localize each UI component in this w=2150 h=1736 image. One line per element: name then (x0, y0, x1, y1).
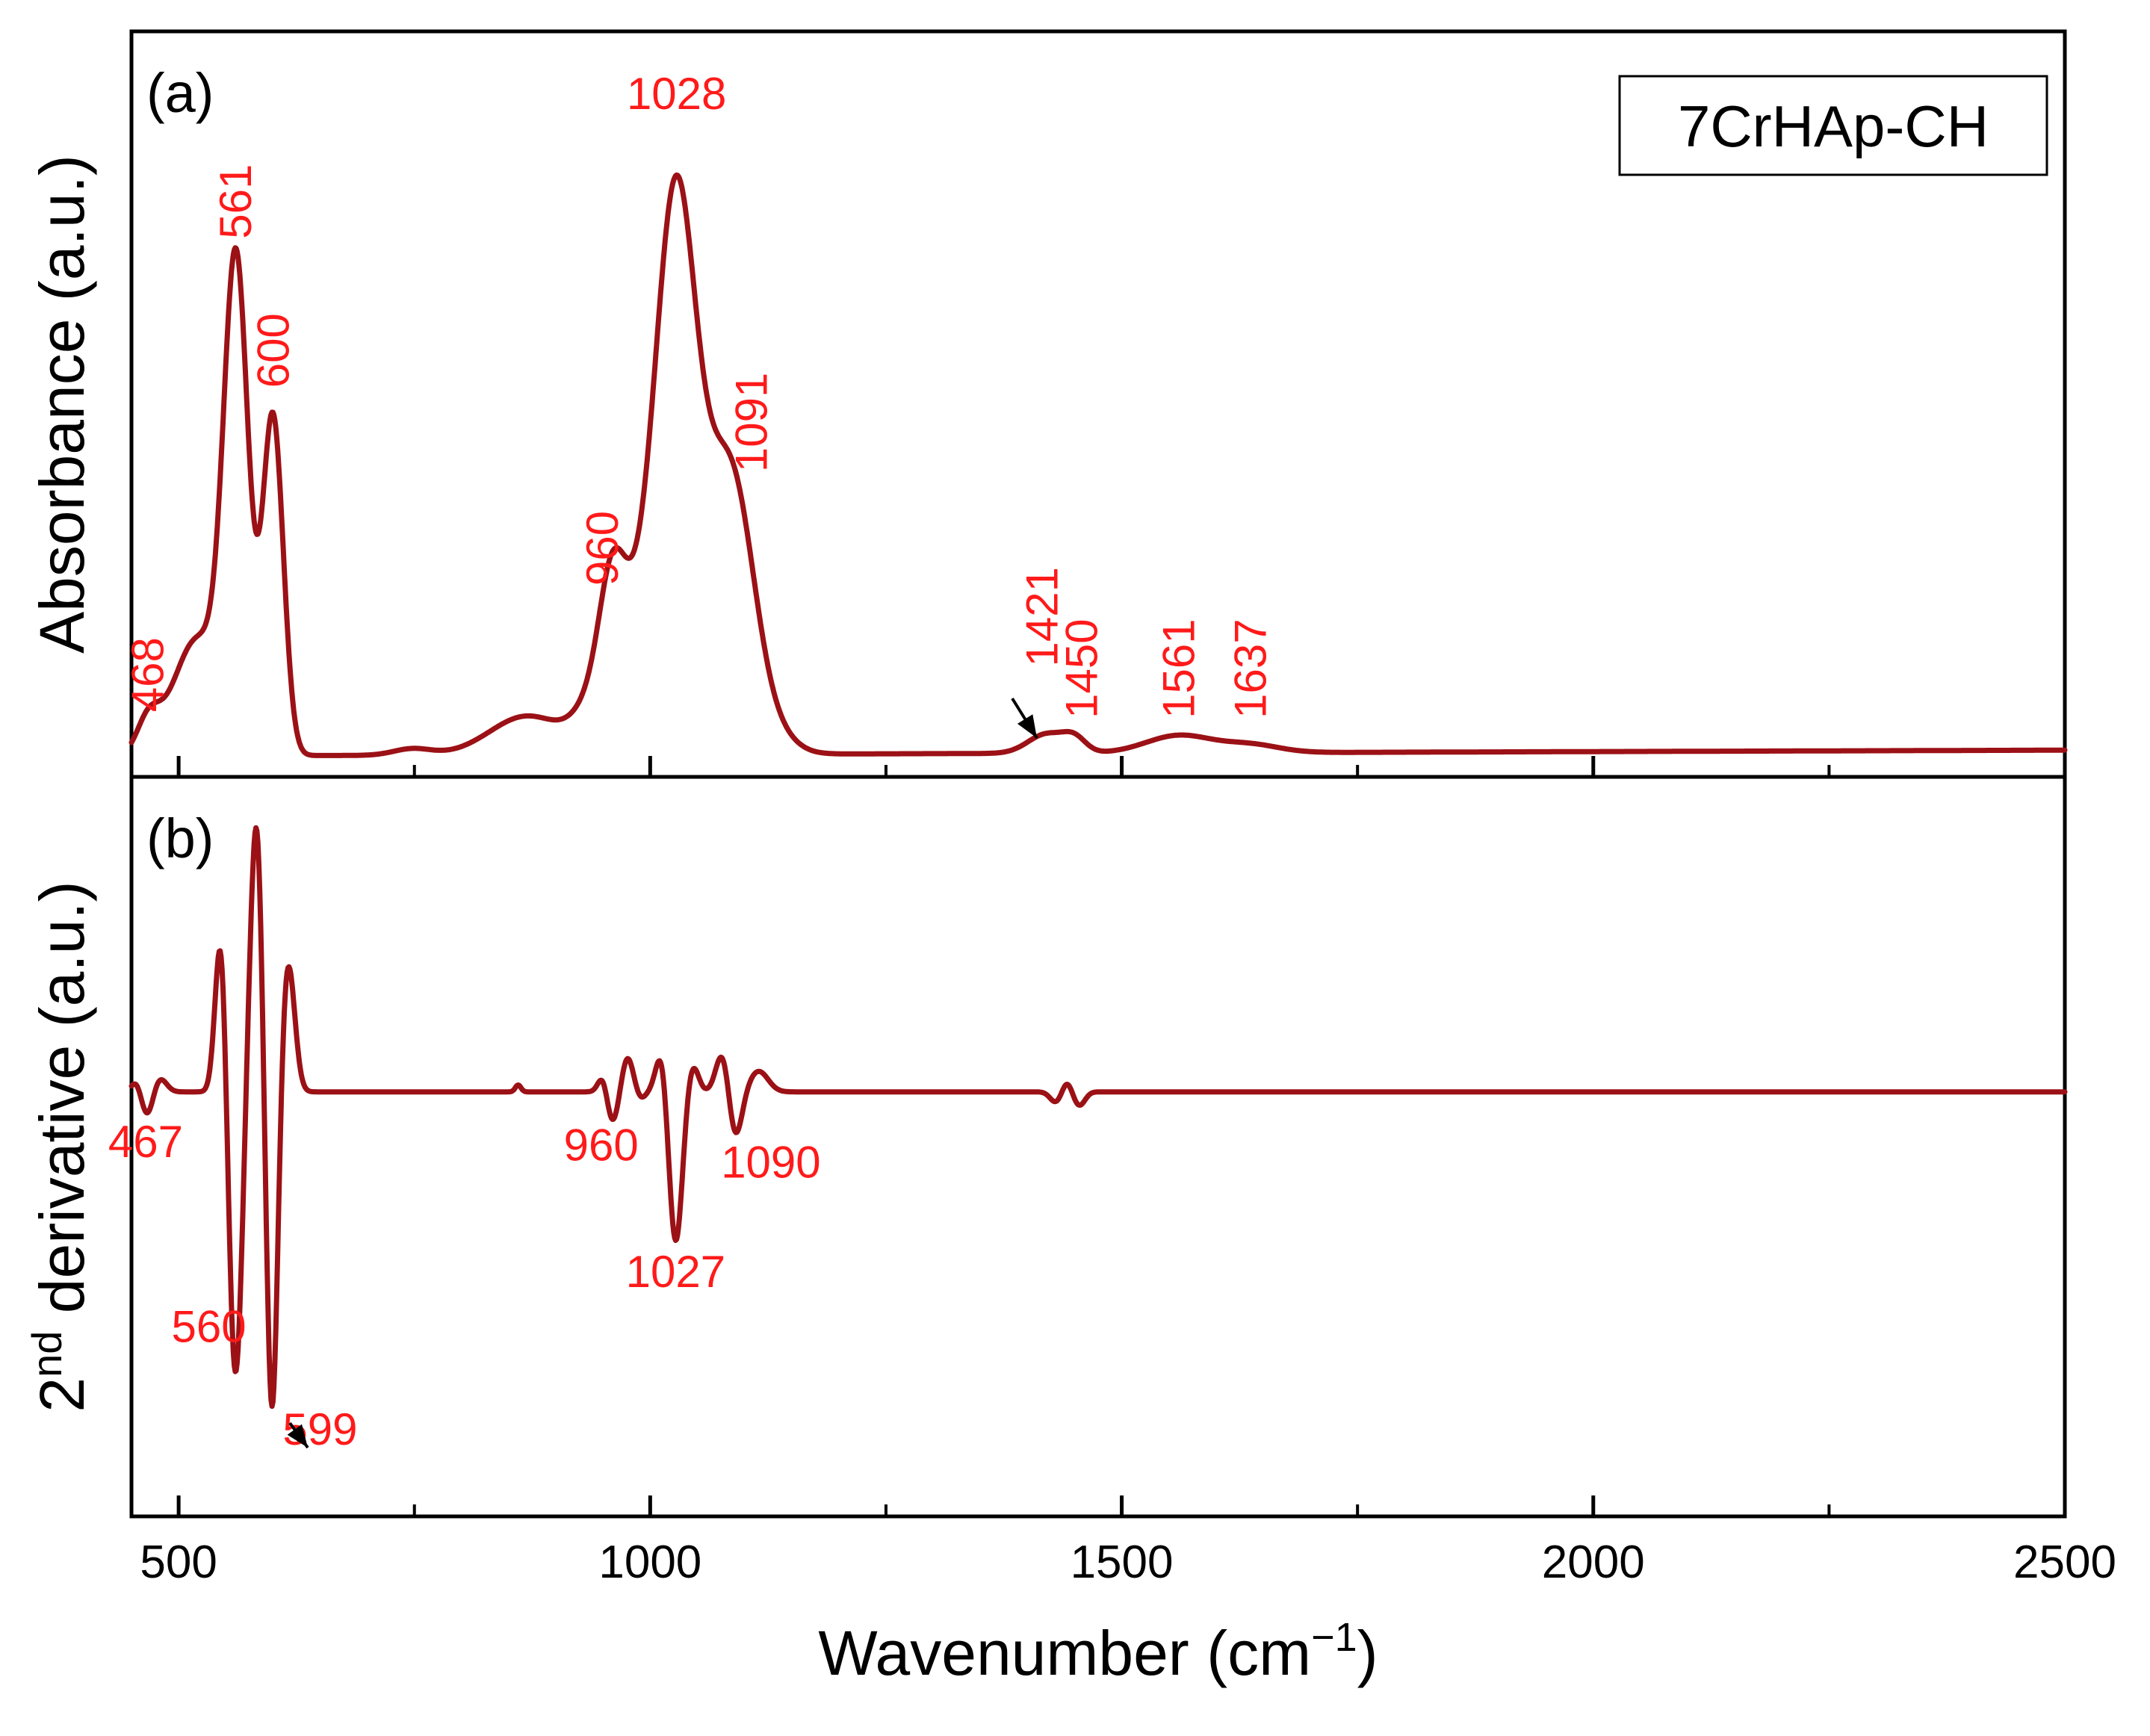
peak-label-b-467: 467 (108, 1117, 183, 1167)
panel-a-label: (a) (146, 62, 214, 124)
x-tick-label-2500: 2500 (2013, 1537, 2116, 1588)
legend-label: 7CrHAp-CH (1678, 93, 1989, 159)
panel-b-frame (129, 775, 2067, 1519)
axes-layer (129, 29, 2067, 1519)
peak-label-b-1027: 1027 (626, 1247, 725, 1297)
panel-b-label: (b) (146, 807, 214, 869)
peak-label-a-1028: 1028 (627, 69, 726, 119)
x-axis-title: Wavenumber (cm−1) (818, 1615, 1378, 1688)
peak-label-b-960: 960 (564, 1120, 639, 1170)
peak-label-b-1090: 1090 (721, 1137, 820, 1187)
peak-label-a-1637: 1637 (1226, 619, 1276, 718)
peak-label-a-1421: 1421 (1017, 567, 1068, 666)
arrow-1421-head (1017, 714, 1037, 738)
panel-b-y-axis-title: 2nd derivative (a.u.) (23, 881, 97, 1412)
arrow-599-head (287, 1424, 308, 1448)
peak-label-b-560: 560 (171, 1301, 246, 1351)
peak-label-a-1450: 1450 (1057, 619, 1107, 718)
peak-label-a-1091: 1091 (727, 373, 777, 472)
x-tick-label-500: 500 (140, 1537, 217, 1588)
x-tick-label-1000: 1000 (598, 1537, 701, 1588)
panel-a-series-line (128, 172, 2068, 758)
panel-b-series-line (128, 825, 2068, 1410)
series-layer (128, 172, 2068, 1410)
x-tick-label-1500: 1500 (1071, 1537, 1174, 1588)
peak-label-a-468: 468 (123, 637, 173, 712)
x-tick-label-2000: 2000 (1542, 1537, 1645, 1588)
peak-label-a-960: 960 (577, 511, 628, 586)
peak-label-a-561: 561 (211, 164, 261, 239)
panel-a-y-axis-title: Absorbance (a.u.) (27, 155, 97, 654)
text-layer: (a) 7CrHAp-CH Absorbance (a.u.) (b) 2nd deri… (23, 62, 2116, 1688)
peak-label-a-600: 600 (249, 313, 299, 388)
peak-label-a-1561: 1561 (1154, 619, 1204, 718)
legend-box (1618, 75, 2048, 176)
